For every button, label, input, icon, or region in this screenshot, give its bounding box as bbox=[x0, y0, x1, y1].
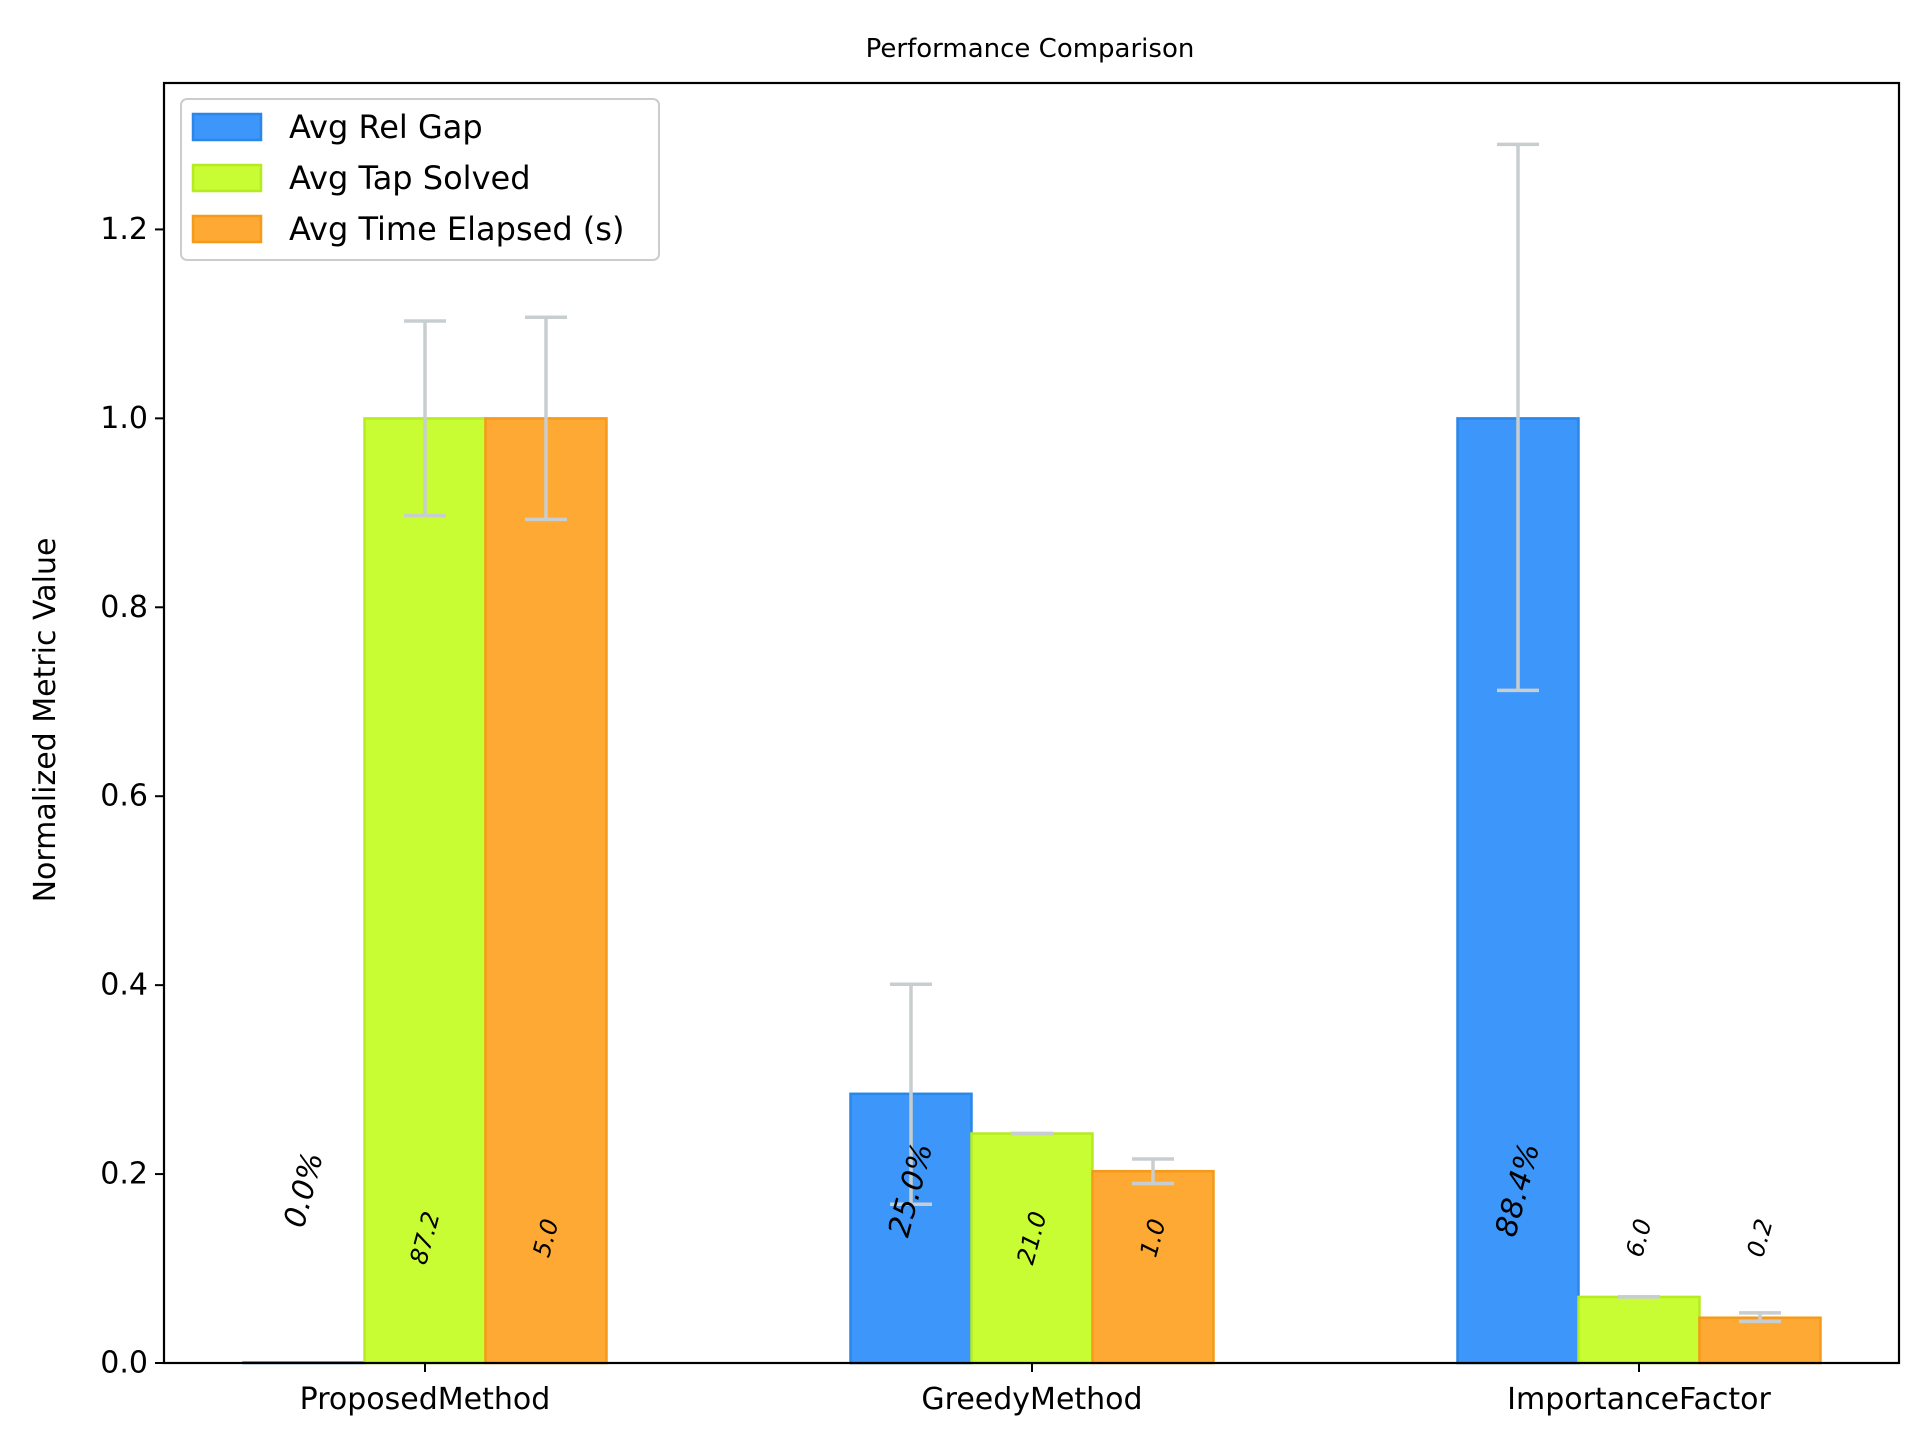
legend: Avg Rel Gap Avg Tap Solved Avg Time Elapse… bbox=[180, 98, 660, 261]
x-tick-label-1: GreedyMethod bbox=[921, 1382, 1142, 1417]
bar-2-0 bbox=[484, 417, 608, 1365]
legend-label-0: Avg Rel Gap bbox=[289, 108, 483, 146]
legend-label-1: Avg Tap Solved bbox=[289, 159, 531, 197]
x-tick-label-0: ProposedMethod bbox=[300, 1382, 551, 1417]
x-axis-ticks: ProposedMethod GreedyMethod ImportanceFact… bbox=[300, 1363, 1772, 1417]
legend-label-2: Avg Time Elapsed (s) bbox=[289, 210, 624, 248]
y-tick-label-0: 0.0 bbox=[100, 1346, 148, 1381]
chart-title: Performance Comparison bbox=[866, 34, 1195, 64]
y-axis-ticks: 0.0 0.2 0.4 0.6 0.8 1.0 1.2 bbox=[100, 212, 164, 1381]
bar-2-1 bbox=[1091, 1169, 1215, 1365]
legend-swatch-0 bbox=[191, 112, 263, 142]
y-tick-label-2: 0.4 bbox=[100, 968, 148, 1003]
y-axis-label: Normalized Metric Value bbox=[28, 538, 63, 903]
data-label-1-2: 6.0 bbox=[1621, 1216, 1658, 1260]
y-tick-label-4: 0.8 bbox=[100, 590, 148, 625]
x-tick-label-2: ImportanceFactor bbox=[1507, 1382, 1771, 1417]
legend-swatch-1 bbox=[191, 163, 263, 193]
data-label-2-2: 0.2 bbox=[1742, 1216, 1779, 1260]
legend-swatch-2 bbox=[191, 214, 263, 244]
y-tick-label-5: 1.0 bbox=[100, 401, 148, 436]
error-bars-layer bbox=[404, 142, 1781, 1324]
y-tick-label-3: 0.6 bbox=[100, 779, 148, 814]
legend-box bbox=[180, 98, 660, 261]
y-tick-label-6: 1.2 bbox=[100, 212, 148, 247]
bar-2-2 bbox=[1698, 1316, 1822, 1365]
bar-1-2 bbox=[1577, 1295, 1701, 1365]
y-tick-label-1: 0.2 bbox=[100, 1157, 148, 1192]
data-label-0-0: 0.0% bbox=[277, 1149, 331, 1232]
